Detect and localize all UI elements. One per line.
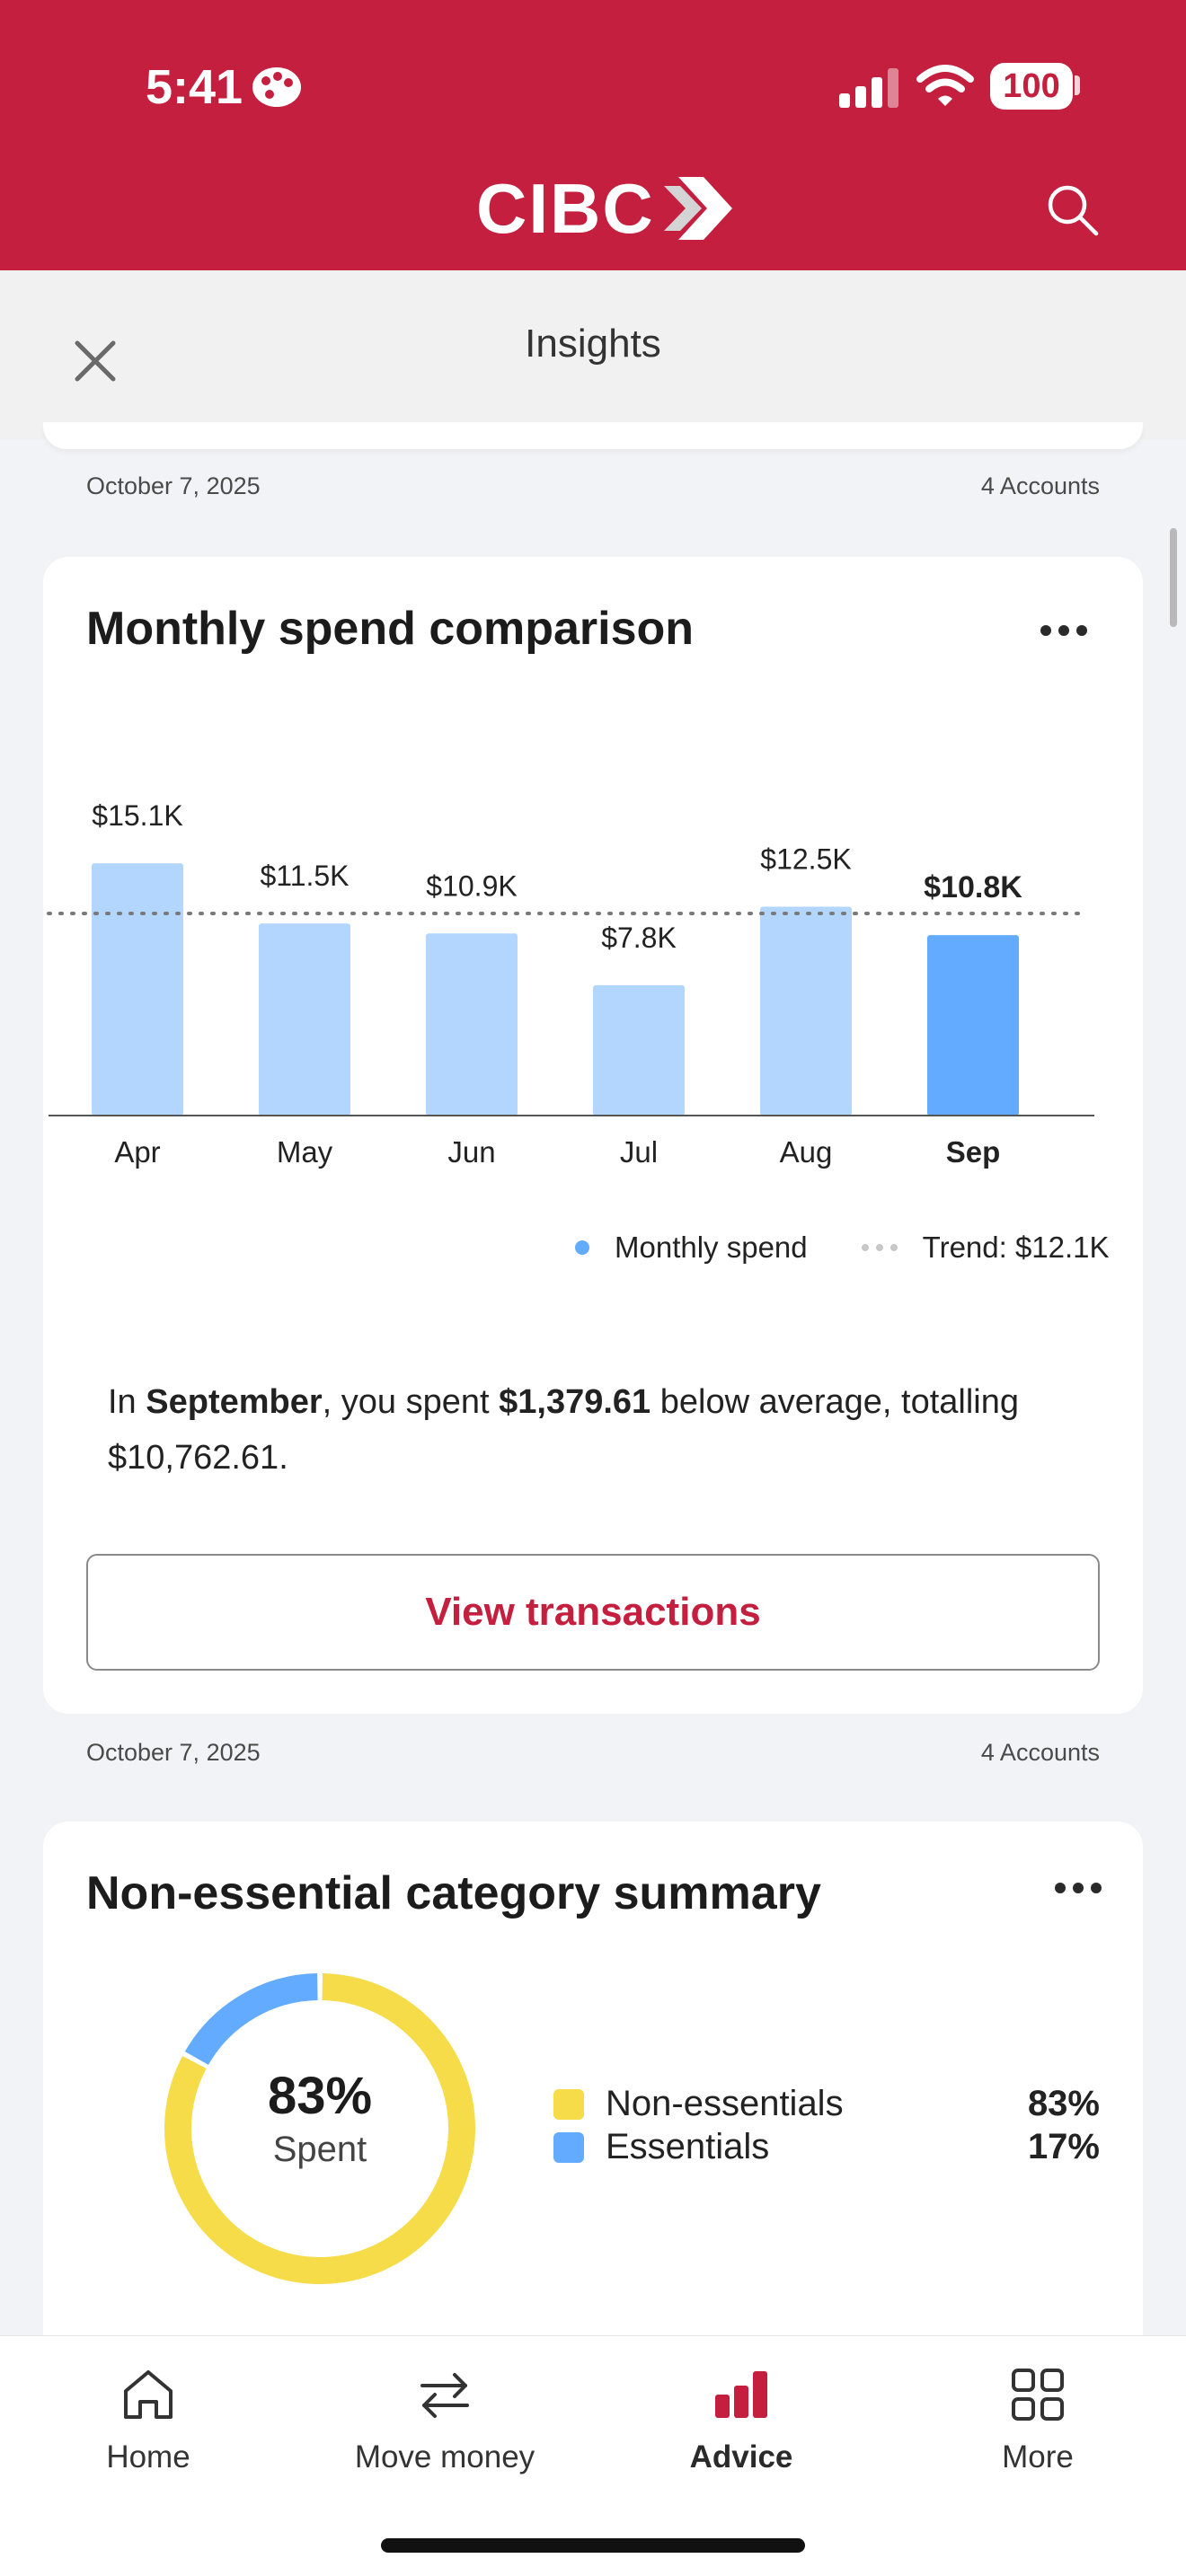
legend-name: Non-essentials — [606, 2084, 844, 2123]
non-essentials-swatch — [553, 2088, 584, 2120]
bar-value-label: $10.9K — [426, 869, 517, 902]
bar-chart-svg: $15.1K Apr $11.5K May $10.9K Jun $7.8K Jul $12.5… — [47, 799, 1094, 1169]
donut-slice-non-essentials — [164, 1973, 475, 2284]
bar-value-label: $11.5K — [260, 860, 349, 892]
bar-value-label: $10.8K — [924, 870, 1022, 904]
grid-icon — [1012, 2369, 1064, 2421]
legend-spend-label: Monthly spend — [615, 1231, 808, 1264]
legend-pct: 17% — [1027, 2127, 1100, 2166]
summary-text: In — [108, 1383, 146, 1421]
monthly-spend-swatch — [575, 1240, 589, 1255]
card-title: Monthly spend comparison — [86, 603, 695, 655]
card-accounts: 4 Accounts — [980, 472, 1100, 499]
nav-label: Home — [106, 2439, 190, 2475]
monthly-spend-chart: $15.1K Apr $11.5K May $10.9K Jun $7.8K Jul $12.5… — [43, 781, 1100, 1181]
view-transactions-button[interactable]: View transactions — [86, 1554, 1100, 1671]
bar-value-label: $12.5K — [760, 843, 851, 876]
summary-month: September — [146, 1383, 323, 1421]
summary-text: , you spent — [322, 1383, 500, 1421]
card-accounts: 4 Accounts — [980, 1739, 1100, 1766]
app-header — [0, 0, 1186, 270]
bar-apr[interactable] — [92, 863, 183, 1116]
x-tick-label: May — [277, 1135, 333, 1169]
x-tick-label: Aug — [780, 1135, 833, 1169]
battery-tip — [1075, 75, 1080, 95]
home-icon — [124, 2370, 173, 2419]
bar-may[interactable] — [259, 923, 350, 1116]
legend-item-non-essentials: Non-essentials 83% — [553, 2084, 1100, 2124]
nav-label: Advice — [689, 2439, 793, 2475]
summary-total: $10,762.61 — [108, 1439, 279, 1477]
bar-chart-icon — [715, 2371, 767, 2418]
donut-label: Spent — [272, 2130, 367, 2169]
trend-swatch — [861, 1244, 898, 1251]
legend-pct: 83% — [1027, 2084, 1100, 2123]
x-tick-label: Apr — [114, 1135, 160, 1169]
category-donut-chart — [164, 1973, 475, 2284]
more-options-icon[interactable] — [1040, 625, 1087, 636]
summary-text: below average, totalling — [651, 1383, 1020, 1421]
essentials-swatch — [553, 2131, 584, 2163]
legend-trend-label: Trend: $12.1K — [922, 1231, 1110, 1264]
summary-text: . — [279, 1439, 288, 1477]
nav-advice[interactable]: Advice — [593, 2368, 890, 2475]
previous-card-edge — [43, 422, 1143, 449]
monthly-spend-card: Monthly spend comparison — [43, 557, 1143, 1714]
bottom-nav — [0, 2335, 1186, 2576]
donut-percentage: 83% — [267, 2067, 373, 2125]
palette-icon — [252, 67, 301, 107]
card-date: October 7, 2025 — [86, 472, 261, 499]
x-tick-label: Sep — [946, 1135, 1001, 1169]
signal-icon — [839, 68, 898, 108]
bar-aug[interactable] — [760, 906, 852, 1116]
bar-value-label: $15.1K — [92, 799, 182, 832]
bar-jun[interactable] — [426, 933, 518, 1116]
x-tick-label: Jun — [447, 1135, 495, 1169]
nav-more[interactable]: More — [890, 2368, 1186, 2475]
home-indicator[interactable] — [381, 2538, 805, 2553]
status-time: 5:41 — [146, 60, 243, 114]
nav-label: Move money — [354, 2439, 535, 2475]
donut-slice-essentials — [164, 1973, 475, 2284]
wifi-icon — [916, 65, 974, 106]
category-summary-card: Non-essential category summary — [43, 1822, 1143, 2396]
logo-mark-icon — [663, 177, 732, 240]
sub-header — [0, 270, 1186, 439]
page-title: Insights — [525, 322, 661, 366]
x-tick-label: Jul — [620, 1135, 658, 1169]
close-icon[interactable] — [68, 334, 122, 388]
donut-center: 83% Spent — [158, 2066, 482, 2170]
bar-sep[interactable] — [927, 935, 1019, 1116]
legend-item-essentials: Essentials 17% — [553, 2127, 1100, 2167]
more-options-icon[interactable] — [1055, 1883, 1102, 1893]
card-meta: October 7, 2025 4 Accounts — [86, 472, 1100, 500]
battery-indicator: 100 — [990, 63, 1073, 110]
cibc-logo: CIBC — [476, 169, 732, 248]
search-icon[interactable] — [1042, 180, 1102, 239]
chart-legend: Monthly spend Trend: $12.1K — [575, 1231, 1110, 1265]
legend-name: Essentials — [606, 2127, 770, 2166]
nav-label: More — [1002, 2439, 1074, 2475]
card-title: Non-essential category summary — [86, 1867, 821, 1919]
nav-move-money[interactable]: Move money — [296, 2368, 593, 2475]
bar-value-label: $7.8K — [601, 922, 677, 954]
card-date: October 7, 2025 — [86, 1739, 261, 1766]
transfer-icon — [420, 2373, 469, 2418]
scrollbar[interactable] — [1170, 528, 1177, 627]
summary-amount: $1,379.61 — [499, 1383, 651, 1421]
logo-text: CIBC — [476, 168, 655, 248]
spend-summary: In September, you spent $1,379.61 below … — [108, 1374, 1078, 1486]
bar-jul[interactable] — [593, 984, 685, 1116]
nav-home[interactable]: Home — [0, 2368, 296, 2475]
card-meta: October 7, 2025 4 Accounts — [86, 1739, 1100, 1767]
